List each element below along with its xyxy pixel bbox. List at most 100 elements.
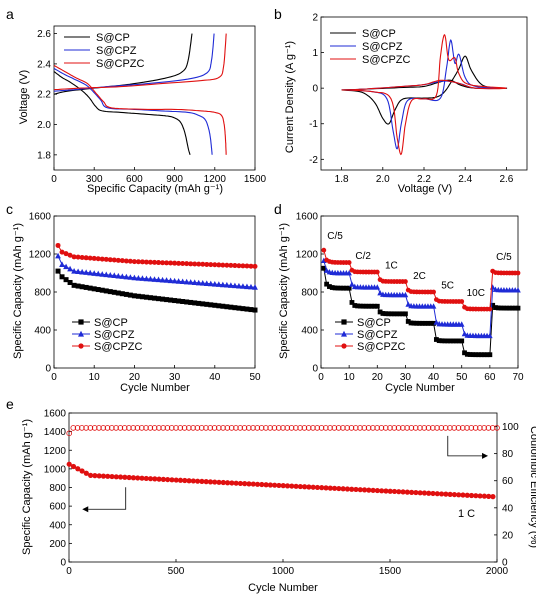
panel-label-a: a [6,6,14,22]
capacity-point [122,474,128,480]
capacity-point [409,489,415,495]
capacity-point [344,486,351,492]
data-point-S@CPZC [252,263,258,269]
data-point-S@CP [131,293,137,299]
capacity-point [139,475,145,481]
data-point-S@CPZC [192,261,198,267]
y-tick-label-d: 0 [312,364,318,375]
efficiency-point [91,425,98,431]
cv-curve-S@CP [341,55,508,125]
data-point-S@CP [403,311,408,317]
capacity-point [451,491,458,498]
panel-label-b: b [274,6,282,22]
capacity-point [147,476,154,482]
data-point-S@CP [168,297,174,303]
legend-marker-d [341,330,347,337]
data-point-S@CPZC [119,258,125,264]
capacity-point [190,478,196,484]
capacity-point [88,472,94,479]
x-tick-label-e: 2000 [486,566,509,577]
data-point-S@CP [411,320,417,326]
y-tick-label-e: 200 [49,539,66,550]
data-point-S@CPZC [208,262,214,268]
y2-tick-label-e: 60 [502,476,514,487]
capacity-point [186,478,192,484]
capacity-point [229,480,235,486]
data-point-S@CPZ [139,275,146,281]
efficiency-point [305,425,312,431]
capacity-point [246,481,252,487]
efficiency-point [442,425,449,431]
data-point-S@CPZC [115,257,121,263]
capacity-point [160,476,166,482]
data-point-S@CP [372,303,377,309]
efficiency-point [451,425,458,431]
data-point-S@CPZ [458,321,465,327]
data-point-S@CPZC [63,251,69,257]
capacity-point [297,483,303,490]
data-point-S@CP [95,287,101,293]
efficiency-point [104,425,111,431]
data-point-S@CPZ [131,274,138,281]
axis-title-y-a: Voltage (V) [18,70,30,124]
capacity-point [426,490,432,496]
data-point-S@CP [103,288,109,294]
data-point-S@CP [176,298,182,304]
data-point-S@CP [119,291,125,297]
capacity-point [349,486,355,492]
data-point-S@CPZ [75,268,82,275]
data-point-S@CPZ [323,267,330,273]
data-point-S@CPZC [459,299,465,304]
capacity-point [100,473,107,479]
data-point-S@CPZC [71,254,77,260]
efficiency-point [395,425,402,431]
efficiency-point [173,425,179,431]
capacity-point [105,473,111,479]
data-point-S@CPZ [111,272,118,279]
x-tick-label-c: 20 [129,372,141,383]
efficiency-point [293,425,299,431]
x-tick-label-c: 40 [209,372,221,383]
y-tick-label-d: 1200 [296,250,319,261]
capacity-point [220,479,226,486]
efficiency-point [352,425,359,431]
x-tick-label-a: 0 [51,174,57,185]
data-point-S@CPZC [216,262,222,268]
data-point-S@CPZ [191,279,198,285]
efficiency-point [417,425,423,431]
data-point-S@CPZ [135,274,142,281]
efficiency-point [233,425,239,431]
panel-label-c: c [6,201,13,217]
data-point-S@CPZ [107,271,114,278]
data-point-S@CP [408,320,414,326]
y-tick-label-b: 1 [312,48,318,59]
x-tick-label-b: 1.8 [335,174,349,185]
data-point-S@CP [462,350,467,356]
data-point-S@CPZ [430,303,437,309]
data-point-S@CPZC [487,306,493,312]
data-point-S@CPZ [433,319,440,325]
efficiency-point [79,425,85,431]
data-point-S@CP [369,303,375,309]
data-point-S@CPZ [155,276,162,283]
data-point-S@CP [363,303,369,309]
rate-label: 5C [441,281,454,292]
legend-label-a: S@CPZC [96,58,145,70]
data-point-S@CP [428,320,434,326]
data-point-S@CPZ [187,279,194,285]
x-tick-label-d: 10 [344,372,356,383]
panel-label-e: e [6,396,14,412]
capacity-point [96,473,102,479]
y-tick-label-e: 1000 [44,464,67,475]
capacity-point [254,481,261,487]
axis-title-y-b: Current Density (A g⁻¹) [284,41,296,153]
data-point-S@CP [55,268,61,274]
data-point-S@CP [481,352,487,358]
x-tick-label-d: 20 [372,372,384,383]
axis-title-x-a: Specific Capacity (mAh g⁻¹) [87,183,223,195]
data-point-S@CP [386,311,391,317]
efficiency-point [220,425,226,431]
data-point-S@CPZ [83,269,90,275]
legend-label-b: S@CP [362,28,396,40]
data-point-S@CP [208,302,214,308]
